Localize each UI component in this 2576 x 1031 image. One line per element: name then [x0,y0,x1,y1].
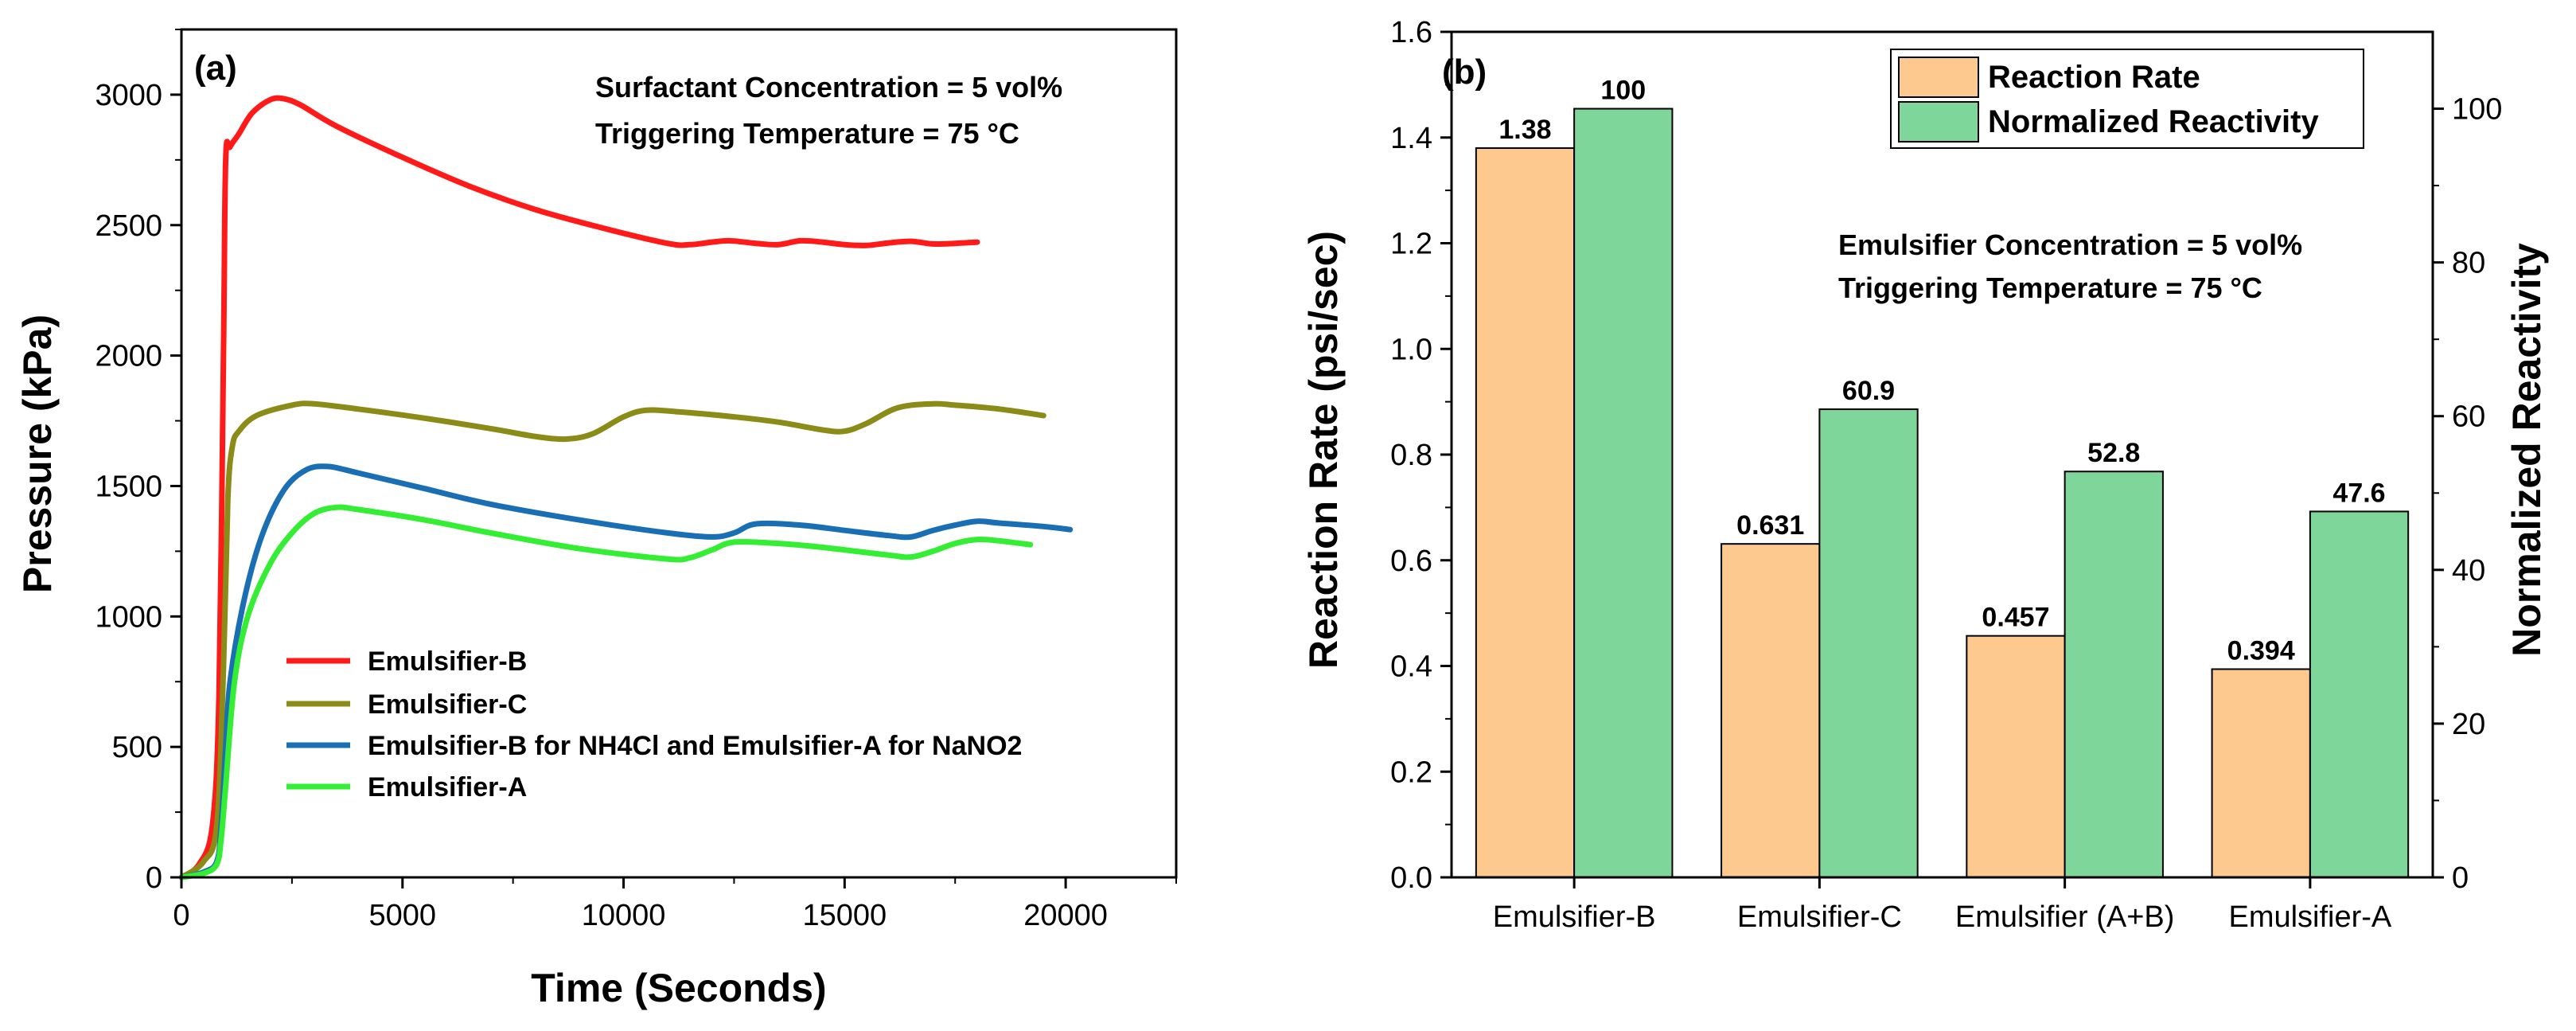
y-right-tick-label: 80 [2452,247,2485,280]
data-label: 52.8 [2087,438,2140,468]
data-label: 0.394 [2227,635,2295,666]
y-tick-label: 0.8 [1390,439,1432,472]
y-axis-label-right: Normalized Reactivity [2504,243,2549,657]
x-tick-label: 10000 [582,899,666,932]
annotation-text: Emulsifier Concentration = 5 vol% [1838,228,2302,261]
y-tick-label: 500 [112,731,162,764]
x-tick-label: 5000 [369,899,437,932]
data-label: 100 [1600,76,1646,106]
bar-normalized-reactivity [1573,107,1674,878]
y-tick-label: 0 [146,861,162,895]
y-tick-label: 0.2 [1390,756,1432,789]
legend-entry: Emulsifier-C [368,689,527,720]
y-right-tick-label: 60 [2452,400,2485,434]
line-series [178,95,980,881]
x-tick-label: Emulsifier-C [1737,900,1902,934]
y-right-tick-label: 40 [2452,554,2485,588]
legend-entry: Emulsifier-B [368,646,527,677]
line-series-group [178,95,1074,881]
line-series [178,463,1074,881]
y-tick-label: 1.4 [1390,122,1432,155]
y-right-tick-label: 100 [2452,93,2502,127]
data-label: 0.457 [1982,603,2049,633]
bar-group: 1.38 100 0.631 60.9 0.457 52.8 0.394 47.6 [1475,76,2410,879]
y-tick-label: 1.6 [1390,16,1432,49]
legend: Emulsifier-B Emulsifier-C Emulsifier-B f… [286,646,1022,803]
panel-label: (a) [194,49,237,88]
axis-ticks: Emulsifier-B Emulsifier-C Emulsifier (A+B)… [1390,16,2502,934]
bar-normalized-reactivity [1818,408,1919,878]
legend-swatch [1898,101,1979,143]
x-tick-label: 0 [173,899,189,932]
x-tick-label: 15000 [802,899,887,932]
x-tick-label: Emulsifier (A+B) [1955,900,2175,934]
data-label: 47.6 [2332,478,2385,508]
y-axis-label: Pressure (kPa) [15,314,60,593]
bar-chart-panel: 1.38 100 0.631 60.9 0.457 52.8 0.394 47.6 Emuls… [1301,16,2549,934]
x-tick-label: 20000 [1023,899,1108,932]
legend-entry: Emulsifier-B for NH4Cl and Emulsifier-A … [368,731,1022,761]
legend-entry: Emulsifier-A [368,772,527,803]
data-label: 1.38 [1498,115,1551,145]
y-tick-label: 1500 [95,470,162,503]
y-tick-label: 3000 [95,79,162,112]
bar-reaction-rate [1475,147,1576,878]
data-label: 60.9 [1842,376,1895,406]
legend: Reaction Rate Normalized Reactivity [1890,49,2364,149]
panel-label: (b) [1442,53,1487,92]
annotation-text: Triggering Temperature = 75 °C [595,117,1019,150]
bar-normalized-reactivity [2064,471,2164,878]
legend-entry: Normalized Reactivity [1988,104,2319,139]
y-tick-label: 1000 [95,600,162,634]
y-tick-label: 2000 [95,340,162,373]
axis-ticks: 0 5000 10000 15000 20000 0 500 1000 1500 2000 2500… [95,29,1177,932]
y-tick-label: 2500 [95,209,162,243]
annotation-text: Triggering Temperature = 75 °C [1838,271,2262,304]
x-tick-label: Emulsifier-A [2228,900,2391,934]
y-right-tick-label: 0 [2452,861,2469,895]
y-tick-label: 0.0 [1390,861,1432,895]
legend-swatch [1898,57,1979,98]
line-series [178,504,1034,881]
y-right-tick-label: 20 [2452,708,2485,741]
bar-normalized-reactivity [2309,510,2410,879]
annotation-text: Surfactant Concentration = 5 vol% [595,71,1062,103]
y-axis-label: Reaction Rate (psi/sec) [1301,231,1346,669]
x-tick-label: Emulsifier-B [1493,900,1656,934]
y-tick-label: 0.4 [1390,650,1432,684]
plot-frame [180,28,1178,879]
bar-reaction-rate [1966,635,2066,878]
line-series [178,400,1046,881]
bar-reaction-rate [1721,543,1821,879]
legend-entry: Reaction Rate [1988,60,2200,95]
bar-reaction-rate [2211,668,2311,878]
y-tick-label: 1.0 [1390,333,1432,366]
data-label: 0.631 [1736,510,1804,541]
y-tick-label: 1.2 [1390,228,1432,261]
line-chart-panel: 0 5000 10000 15000 20000 0 500 1000 1500 2000 2500… [15,28,1178,1010]
x-axis-label: Time (Seconds) [531,966,826,1010]
y-tick-label: 0.6 [1390,545,1432,578]
